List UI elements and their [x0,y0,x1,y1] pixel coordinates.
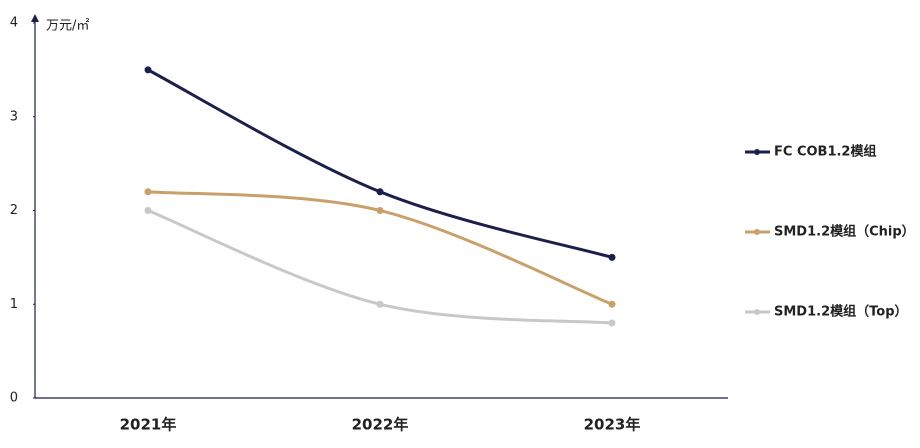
legend-label: SMD1.2模组（Top） [774,304,908,320]
y-tick-label: 4 [10,16,18,31]
y-tick-label: 1 [10,297,18,312]
point [144,188,152,196]
point [608,319,616,327]
point [376,300,384,308]
legend-label: SMD1.2模组（Chip） [774,224,915,240]
legend-marker [754,309,760,315]
y-tick-label: 0 [10,391,18,406]
point [608,300,616,308]
legend-label: FC COB1.2模组 [774,144,876,160]
line [147,68,613,259]
x-tick-label: 2022年 [352,416,409,434]
legend-marker [754,229,760,235]
y-unit: 万元/㎡ [46,19,89,34]
point [376,207,384,214]
y-tick-label: 2 [10,203,18,218]
y-tick-label: 3 [10,109,18,124]
point [376,188,384,196]
point [144,66,152,74]
x-tick-label: 2021年 [120,416,177,434]
point [144,207,152,214]
point [608,253,616,261]
legend-marker [754,149,760,155]
y-axis-arrow [31,14,39,22]
x-tick-label: 2023年 [584,416,641,434]
